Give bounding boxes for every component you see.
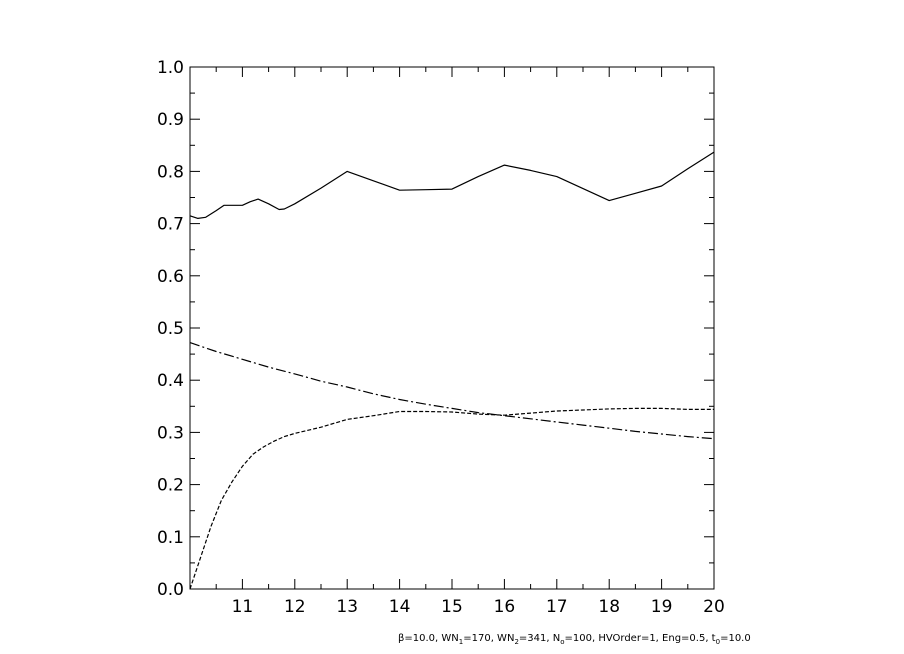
x-tick-label: 14 — [389, 597, 411, 617]
y-tick-label: 1.0 — [157, 58, 184, 78]
x-tick-label: 16 — [494, 597, 516, 617]
x-tick-label: 19 — [651, 597, 673, 617]
axis-ticks — [190, 66, 715, 590]
x-tick-label: 13 — [336, 597, 358, 617]
y-tick-label: 0.7 — [157, 215, 184, 235]
y-tick-label: 0.2 — [157, 476, 184, 496]
y-tick-label: 0.5 — [157, 319, 184, 339]
footnote-n-sub: o — [560, 638, 565, 646]
x-tick-label: 17 — [546, 597, 568, 617]
axis-tick-labels: 11 12 13 14 15 16 17 18 19 20 0.0 0.1 0.2 0.3 0.4 0.5 0.… — [157, 58, 725, 617]
parameter-footnote: β=10.0, WN1=170, WN2=341, No=100, HVOrde… — [398, 633, 751, 646]
x-tick-label: 11 — [232, 597, 254, 617]
x-tick-label: 18 — [598, 597, 620, 617]
plot-frame — [189, 66, 715, 590]
y-tick-label: 0.3 — [157, 423, 184, 443]
y-tick-label: 0.9 — [157, 110, 184, 130]
series-line-dashed — [189, 407, 714, 590]
footnote-wn2-sub: 2 — [514, 638, 519, 646]
x-tick-label: 20 — [703, 597, 725, 617]
footnote-n-rest: =100, HVOrder=1, Eng=0.5, t — [564, 633, 716, 644]
series-layer — [189, 151, 715, 590]
series-line-solid — [189, 151, 715, 219]
y-tick-label: 0.0 — [157, 580, 184, 600]
footnote-beta-rest: =10.0, WN — [404, 633, 459, 644]
x-tick-label: 12 — [284, 597, 306, 617]
footnote-beta: β — [398, 633, 405, 644]
footnote-wn1-sub: 1 — [458, 638, 464, 646]
footnote-wn2-rest: =341, N — [518, 633, 561, 644]
y-tick-label: 0.1 — [157, 528, 184, 548]
footnote-t-sub: 0 — [715, 638, 721, 646]
footnote-wn1-rest: =170, WN — [463, 633, 515, 644]
series-line-dash-dot — [189, 342, 715, 440]
x-tick-label: 15 — [441, 597, 463, 617]
y-tick-label: 0.6 — [157, 267, 184, 287]
y-tick-label: 0.4 — [157, 371, 184, 391]
footnote-t-rest: =10.0 — [720, 633, 751, 644]
y-tick-label: 0.8 — [157, 162, 184, 182]
